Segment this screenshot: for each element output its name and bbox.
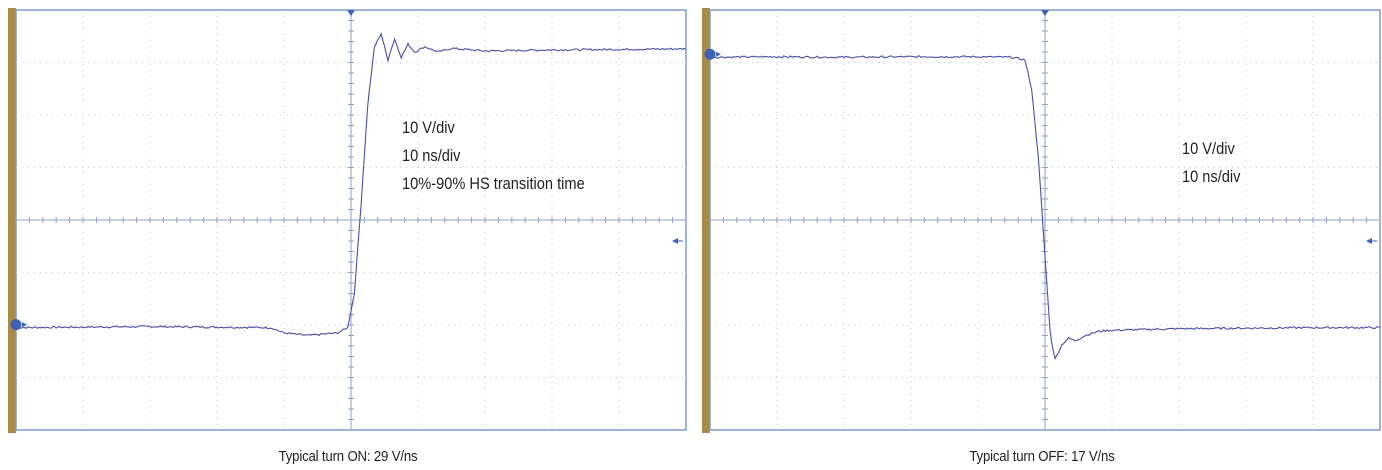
grid	[709, 9, 1381, 431]
scale-annotation: 10%-90% HS transition time	[402, 175, 585, 193]
trigger-level-marker	[1366, 238, 1372, 244]
frame-side-bar	[702, 8, 710, 433]
scope-plot-turn-on: 10 V/div 10 ns/div 10%-90% HS transition t…	[8, 8, 688, 433]
caption-turn-on: Typical turn ON: 29 V/ns	[278, 448, 418, 465]
trigger-marker	[1041, 10, 1049, 16]
scale-annotation: 10 V/div	[1182, 140, 1235, 158]
scale-annotation: 10 ns/div	[402, 147, 461, 165]
frame-side-bar	[8, 8, 16, 433]
scale-annotation: 10 V/div	[402, 119, 455, 137]
scale-annotation: 10 ns/div	[1182, 168, 1241, 186]
waveform-trace	[15, 32, 687, 336]
trigger-marker	[347, 10, 355, 16]
trigger-level-marker	[672, 238, 678, 244]
grid	[15, 9, 687, 431]
channel-ground-arrow	[716, 51, 721, 57]
channel-ground-marker	[10, 319, 22, 331]
caption-turn-off: Typical turn OFF: 17 V/ns	[969, 448, 1115, 465]
oscilloscope-screen-turn-off: 10 V/div 10 ns/div	[702, 8, 1381, 433]
waveform-trace	[709, 55, 1381, 361]
channel-ground-arrow	[22, 322, 27, 328]
scope-plot-turn-off: 10 V/div 10 ns/div	[702, 8, 1382, 433]
oscilloscope-screen-turn-on: 10 V/div 10 ns/div 10%-90% HS transition t…	[8, 8, 687, 433]
channel-ground-marker	[704, 48, 716, 60]
